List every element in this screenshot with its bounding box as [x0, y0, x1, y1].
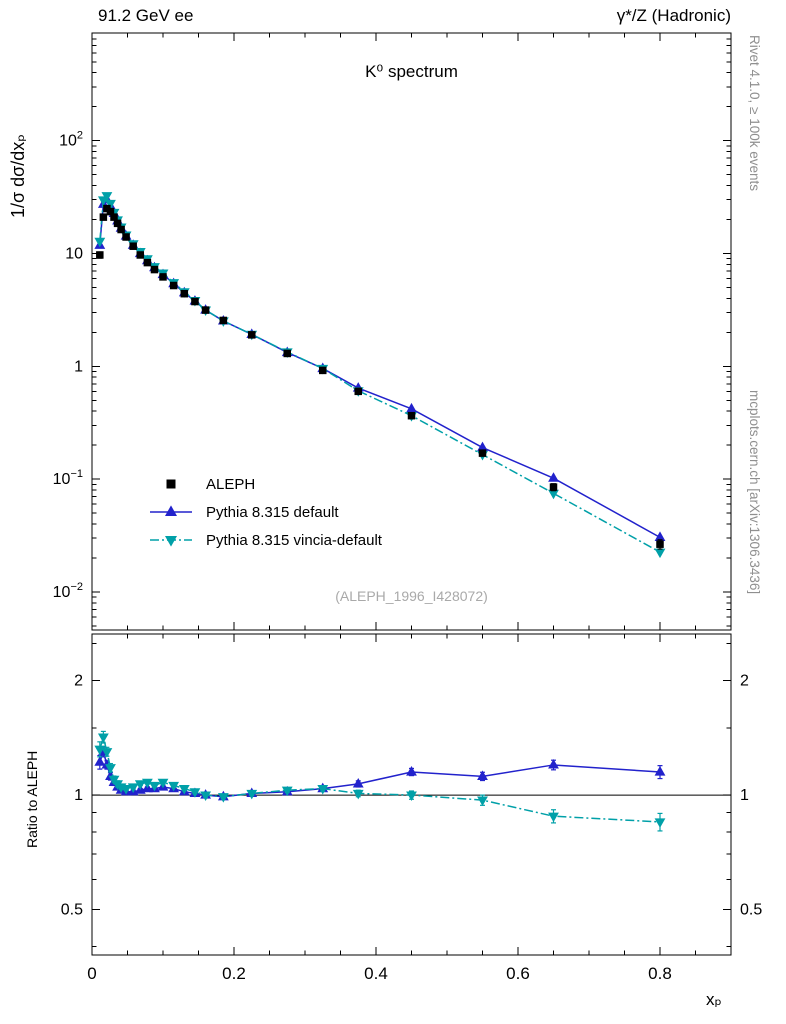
legend: ALEPH Pythia 8.315 default Pythia 8.315 … [148, 470, 382, 554]
svg-text:0.5: 0.5 [61, 902, 83, 919]
rivet-version-label: Rivet 4.1.0, ≥ 100k events [747, 35, 762, 191]
plot-title: K⁰ spectrum [365, 62, 458, 81]
y-axis-label-ratio: Ratio to ALEPH [24, 750, 40, 848]
legend-label-pythia-vincia: Pythia 8.315 vincia-default [206, 531, 382, 549]
svg-text:102: 102 [59, 130, 83, 150]
header-process: γ*/Z (Hadronic) [616, 6, 731, 25]
legend-marker-pythia-default-icon [150, 505, 192, 516]
svg-text:1: 1 [74, 358, 83, 375]
svg-text:0.2: 0.2 [222, 964, 246, 983]
y-axis-label-main: 1/σ dσ/dxₚ [8, 134, 28, 218]
svg-text:2: 2 [74, 673, 83, 690]
svg-text:0.4: 0.4 [364, 964, 388, 983]
legend-label-pythia-default: Pythia 8.315 default [206, 503, 339, 521]
legend-marker-pythia-vincia-icon [150, 536, 192, 547]
svg-text:10: 10 [65, 245, 83, 262]
svg-text:0.5: 0.5 [740, 902, 762, 919]
svg-text:10−2: 10−2 [53, 581, 83, 601]
legend-label-aleph: ALEPH [206, 475, 256, 493]
x-axis-label: xₚ [706, 990, 722, 1009]
svg-text:10−1: 10−1 [53, 468, 83, 488]
svg-text:2: 2 [740, 673, 749, 690]
svg-text:1: 1 [740, 787, 749, 804]
legend-item-pythia-default: Pythia 8.315 default [148, 498, 382, 526]
mcplots-reference-label: mcplots.cern.ch [arXiv:1306.3436] [747, 390, 762, 595]
svg-text:0.8: 0.8 [648, 964, 672, 983]
svg-text:0.6: 0.6 [506, 964, 530, 983]
header-beam-energy: 91.2 GeV ee [98, 6, 194, 25]
legend-item-aleph: ALEPH [148, 470, 382, 498]
legend-marker-aleph-icon [166, 479, 176, 489]
svg-text:0: 0 [87, 964, 96, 983]
legend-item-pythia-vincia: Pythia 8.315 vincia-default [148, 526, 382, 554]
analysis-id-watermark: (ALEPH_1996_I428072) [335, 588, 488, 604]
svg-text:1: 1 [74, 787, 83, 804]
